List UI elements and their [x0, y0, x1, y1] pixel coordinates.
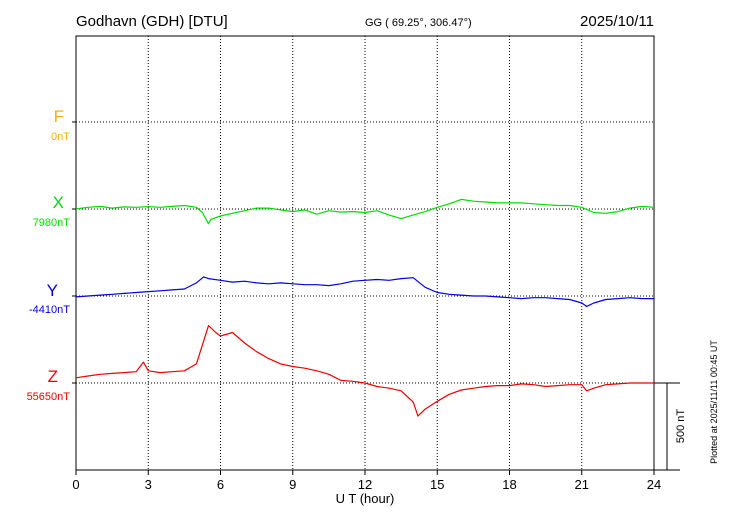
date-label: 2025/10/11 [580, 13, 654, 30]
station-title: Godhavn (GDH) [DTU] [76, 13, 228, 30]
plotted-note: Plotted at 2025/11/11 00:45 UT [709, 340, 719, 464]
x-ticks: 0 3 6 9 12 15 18 21 24 [72, 470, 661, 492]
series-line-y [75, 276, 654, 307]
series-label-f: F [54, 107, 64, 126]
vertical-gridlines [147, 36, 583, 470]
tick-label-21: 21 [575, 477, 589, 492]
series-label-x: X [53, 193, 64, 212]
series-label-y: Y [47, 281, 58, 300]
series-label-z: Z [48, 367, 58, 386]
tick-label-6: 6 [217, 477, 224, 492]
baseline-label-x: 7980nT [33, 217, 71, 229]
x-axis-label: U T (hour) [336, 491, 395, 506]
series-line-x [75, 198, 655, 225]
tick-label-0: 0 [72, 477, 79, 492]
geo-coords: GG ( 69.25°, 306.47°) [365, 17, 472, 29]
scale-bar-label: 500 nT [675, 409, 687, 444]
baseline-label-f: 0nT [51, 131, 70, 143]
tick-label-12: 12 [358, 477, 372, 492]
tick-label-9: 9 [289, 477, 296, 492]
series-line-z [75, 325, 654, 417]
tick-label-15: 15 [430, 477, 444, 492]
baseline-label-z: 55650nT [27, 391, 71, 403]
series-lines [75, 198, 655, 417]
scale-bar [654, 382, 680, 471]
tick-label-3: 3 [145, 477, 152, 492]
baseline-gridlines [72, 121, 654, 384]
tick-label-24: 24 [647, 477, 661, 492]
tick-label-18: 18 [502, 477, 516, 492]
baseline-label-y: -4410nT [29, 304, 70, 316]
